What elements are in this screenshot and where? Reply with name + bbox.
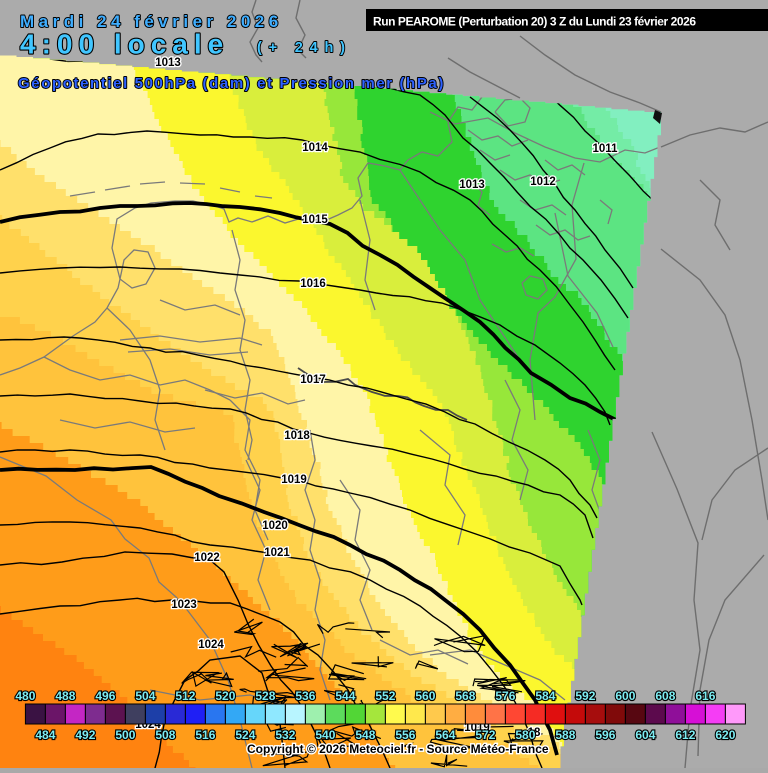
svg-text:18: 18: [528, 727, 541, 739]
svg-text:616: 616: [695, 689, 715, 703]
svg-text:512: 512: [175, 689, 195, 703]
svg-text:1013: 1013: [459, 179, 485, 191]
svg-text:1019: 1019: [281, 474, 307, 486]
svg-text:1012: 1012: [530, 176, 556, 188]
svg-text:532: 532: [275, 728, 295, 742]
svg-text:612: 612: [675, 728, 695, 742]
svg-text:516: 516: [195, 728, 215, 742]
svg-text:580: 580: [515, 728, 535, 742]
svg-text:Copyright © 2026 Meteociel.fr: Copyright © 2026 Meteociel.fr - Source M…: [247, 742, 549, 756]
svg-text:540: 540: [315, 728, 335, 742]
svg-text:1022: 1022: [194, 552, 220, 564]
svg-text:560: 560: [415, 689, 435, 703]
svg-text:484: 484: [35, 728, 55, 742]
svg-text:552: 552: [375, 689, 395, 703]
svg-text:592: 592: [575, 689, 595, 703]
svg-text:500: 500: [115, 728, 135, 742]
svg-text:1018: 1018: [284, 430, 310, 442]
svg-text:548: 548: [355, 728, 375, 742]
svg-text:488: 488: [55, 689, 75, 703]
svg-text:1023: 1023: [171, 599, 197, 611]
svg-text:1013: 1013: [155, 57, 181, 69]
svg-text:1011: 1011: [593, 143, 619, 155]
svg-text:Mardi 24 février 2026: Mardi 24 février 2026: [20, 12, 283, 31]
svg-text:604: 604: [635, 728, 655, 742]
svg-text:Run PEAROME (Perturbation 20): Run PEAROME (Perturbation 20) 3 Z du Lun…: [373, 15, 696, 29]
svg-text:1021: 1021: [264, 547, 290, 559]
svg-text:588: 588: [555, 728, 575, 742]
svg-text:544: 544: [335, 689, 355, 703]
svg-text:Géopotentiel 500hPa (dam) et P: Géopotentiel 500hPa (dam) et Pression me…: [18, 75, 445, 92]
svg-text:1015: 1015: [302, 214, 328, 226]
svg-text:508: 508: [155, 728, 175, 742]
svg-text:572: 572: [475, 728, 495, 742]
svg-text:496: 496: [95, 689, 115, 703]
svg-text:596: 596: [595, 728, 615, 742]
svg-text:600: 600: [615, 689, 635, 703]
svg-text:524: 524: [235, 728, 255, 742]
svg-text:584: 584: [535, 689, 555, 703]
svg-text:620: 620: [715, 728, 735, 742]
svg-text:1016: 1016: [300, 278, 326, 290]
svg-text:528: 528: [255, 689, 275, 703]
svg-text:1014: 1014: [302, 142, 328, 154]
svg-text:(+ 24h): (+ 24h): [257, 40, 352, 56]
svg-text:520: 520: [215, 689, 235, 703]
svg-text:480: 480: [15, 689, 35, 703]
svg-text:492: 492: [75, 728, 95, 742]
svg-text:568: 568: [455, 689, 475, 703]
svg-text:556: 556: [395, 728, 415, 742]
svg-text:564: 564: [435, 728, 455, 742]
svg-text:1024: 1024: [198, 639, 224, 651]
svg-text:1020: 1020: [262, 520, 288, 532]
svg-text:608: 608: [655, 689, 675, 703]
svg-text:576: 576: [495, 689, 515, 703]
svg-text:504: 504: [135, 689, 155, 703]
svg-text:536: 536: [295, 689, 315, 703]
svg-text:1017: 1017: [300, 374, 326, 386]
svg-text:4:00 locale: 4:00 locale: [20, 29, 229, 60]
